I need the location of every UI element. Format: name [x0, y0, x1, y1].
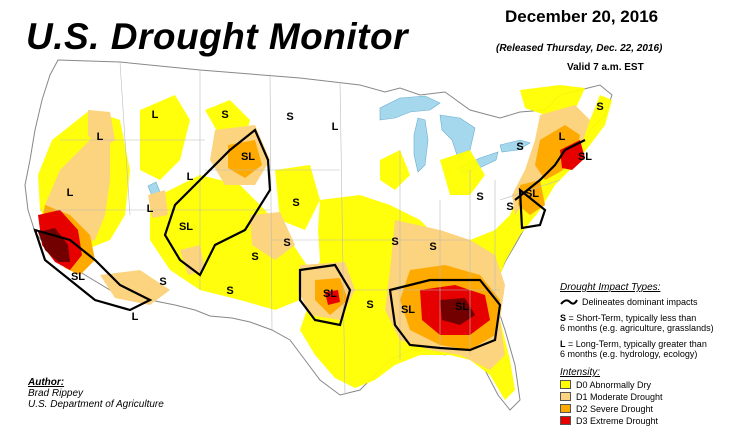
author-name: Brad Rippey	[28, 388, 84, 399]
legend: Drought Impact Types: Delineates dominan…	[560, 282, 744, 426]
d2-label: D2 Severe Drought	[576, 403, 654, 414]
map-label: L	[332, 121, 339, 133]
intensity-d3: D3 Extreme Drought	[560, 415, 744, 426]
impact-line-key: Delineates dominant impacts	[560, 297, 744, 307]
impact-lines	[33, 128, 586, 352]
long-term-text-2: 6 months (e.g. hydrology, ecology)	[560, 349, 698, 359]
page-title: U.S. Drought Monitor	[26, 16, 408, 57]
d1-swatch	[560, 392, 571, 401]
d3-swatch	[560, 416, 571, 425]
lake-superior	[379, 95, 441, 121]
impact-line-swatch	[560, 299, 578, 305]
lake-ontario	[499, 139, 531, 153]
map-date: December 20, 2016	[505, 7, 659, 26]
short-term-text-2: 6 months (e.g. agriculture, grasslands)	[560, 323, 714, 333]
intensity-d1: D1 Moderate Drought	[560, 391, 744, 402]
author-label: Author:	[28, 377, 65, 388]
d3-label: D3 Extreme Drought	[576, 415, 659, 426]
lake-michigan	[413, 117, 429, 173]
map-label: S	[221, 109, 228, 121]
map-label: S	[286, 111, 293, 123]
d2-swatch	[560, 404, 571, 413]
map-label: S	[159, 276, 166, 288]
map-label: S	[283, 237, 290, 249]
long-term-letter: L	[560, 339, 566, 349]
map-label: SL	[401, 304, 415, 316]
intensity-d0: D0 Abnormally Dry	[560, 379, 744, 390]
map-label: SL	[455, 301, 469, 313]
impact-line-desc: Delineates dominant impacts	[582, 297, 698, 307]
map-label: S	[476, 191, 483, 203]
map-label: S	[226, 285, 233, 297]
map-label: S	[596, 101, 603, 113]
author-org: U.S. Department of Agriculture	[28, 399, 164, 410]
map-label: SL	[525, 188, 539, 200]
map-label: L	[152, 109, 159, 121]
map-label: S	[506, 201, 513, 213]
short-term-key: S = Short-Term, typically less than 6 mo…	[560, 313, 744, 333]
map-label: SL	[578, 151, 592, 163]
short-term-text: = Short-Term, typically less than	[566, 313, 697, 323]
map-label: L	[187, 171, 194, 183]
long-term-key: L = Long-Term, typically greater than 6 …	[560, 339, 744, 359]
impact-types-header: Drought Impact Types:	[560, 282, 661, 293]
release-date: (Released Thursday, Dec. 22, 2016)	[496, 43, 663, 54]
map-label: L	[97, 131, 104, 143]
map-label: L	[67, 187, 74, 199]
map-label: S	[251, 251, 258, 263]
map-label: SL	[241, 151, 255, 163]
map-label: S	[429, 241, 436, 253]
map-label: L	[559, 131, 566, 143]
valid-time: Valid 7 a.m. EST	[567, 62, 644, 73]
short-term-letter: S	[560, 313, 567, 323]
map-label: SL	[71, 271, 85, 283]
long-term-text: = Long-Term, typically greater than	[565, 339, 707, 349]
d4-regions	[38, 228, 475, 325]
intensity-header: Intensity:	[560, 367, 601, 378]
d0-swatch	[560, 380, 571, 389]
map-label: L	[147, 203, 154, 215]
map-label: SL	[323, 288, 337, 300]
intensity-d2: D2 Severe Drought	[560, 403, 744, 414]
map-label: S	[516, 141, 523, 153]
map-label: S	[292, 197, 299, 209]
map-label: S	[366, 299, 373, 311]
d1-label: D1 Moderate Drought	[576, 391, 663, 402]
d0-label: D0 Abnormally Dry	[576, 379, 652, 390]
map-label: L	[132, 311, 139, 323]
author-block: Author: Brad Rippey U.S. Department of A…	[28, 377, 164, 410]
map-label: SL	[179, 221, 193, 233]
map-label: S	[391, 236, 398, 248]
